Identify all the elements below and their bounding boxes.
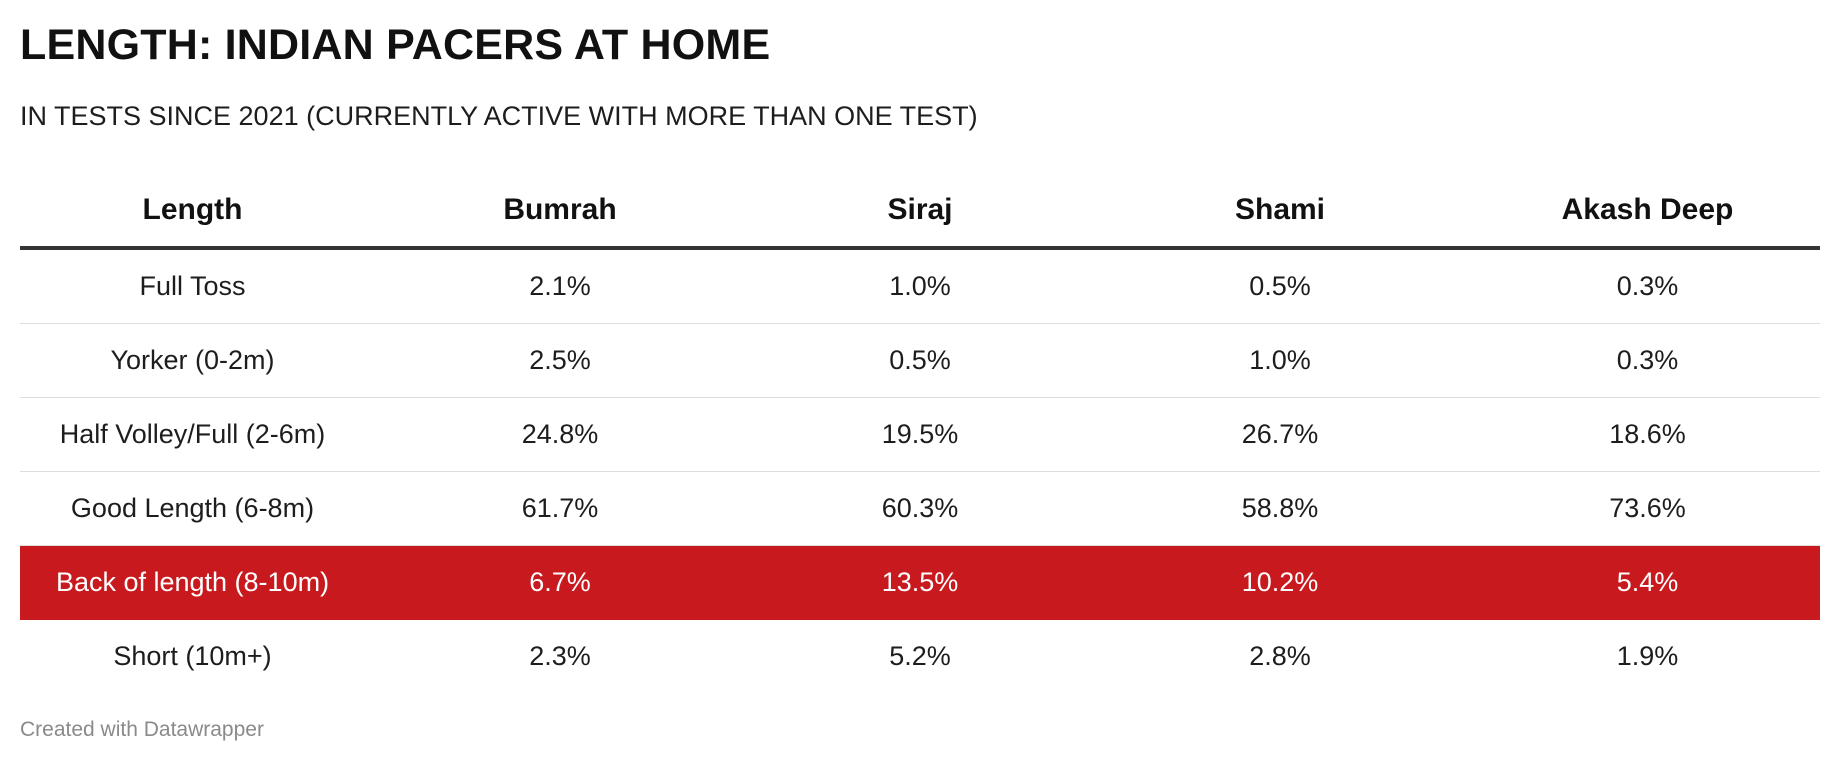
table-cell-bumrah: 2.5% [365, 323, 755, 398]
chart-title: LENGTH: INDIAN PACERS AT HOME [20, 21, 771, 69]
data-table: Length Bumrah Siraj Shami Akash Deep Ful… [20, 174, 1820, 693]
table-cell-siraj: 1.0% [755, 248, 1085, 324]
table-cell-akash-deep: 0.3% [1475, 323, 1820, 398]
table-cell-siraj: 19.5% [755, 397, 1085, 472]
table-cell-akash-deep: 73.6% [1475, 471, 1820, 546]
table-cell-length: Good Length (6-8m) [20, 471, 365, 546]
table-cell-akash-deep: 1.9% [1616, 641, 1679, 671]
table-cell-shami: 10.2% [1085, 545, 1475, 620]
table-cell-akash-deep: 5.4% [1475, 545, 1820, 620]
footer-credit: Created with Datawrapper [20, 718, 264, 741]
column-header-akash-deep: Akash Deep [1475, 174, 1820, 250]
table-cell-bumrah: 2.1% [365, 248, 755, 324]
table-cell-siraj: 60.3% [755, 471, 1085, 546]
table-cell-shami: 2.8% [1249, 641, 1311, 671]
table-row: Full Toss 2.1% 1.0% 0.5% 0.3% [20, 248, 1820, 324]
table-cell-shami: 26.7% [1085, 397, 1475, 472]
table-cell-siraj: 13.5% [755, 545, 1085, 620]
table-cell-bumrah: 24.8% [365, 397, 755, 472]
table-cell-akash-deep: 18.6% [1475, 397, 1820, 472]
column-header-bumrah: Bumrah [365, 174, 755, 250]
table-row: Yorker (0-2m) 2.5% 0.5% 1.0% 0.3% [20, 323, 1820, 398]
table-cell-siraj: 5.2% [889, 641, 951, 671]
table-row-highlighted: Back of length (8-10m) 6.7% 13.5% 10.2% … [20, 545, 1820, 620]
table-cell-shami: 1.0% [1085, 323, 1475, 398]
table-cell-length: Yorker (0-2m) [20, 323, 365, 398]
table-cell-length: Half Volley/Full (2-6m) [20, 397, 365, 472]
column-header-siraj: Siraj [755, 174, 1085, 250]
table-cell-length: Short (10m+) [113, 641, 272, 671]
table-cell-akash-deep: 0.3% [1475, 248, 1820, 324]
table-cell-bumrah: 61.7% [365, 471, 755, 546]
table-cell-length: Full Toss [20, 248, 365, 324]
table-cell-shami: 0.5% [1085, 248, 1475, 324]
table-cell-length: Back of length (8-10m) [20, 545, 365, 620]
table-row: Short (10m+) 2.3% 5.2% 2.8% 1.9% [20, 620, 1820, 694]
table-header-row: Length Bumrah Siraj Shami Akash Deep [20, 174, 1820, 250]
table-cell-shami: 58.8% [1085, 471, 1475, 546]
table-cell-bumrah: 6.7% [365, 545, 755, 620]
chart-container: LENGTH: INDIAN PACERS AT HOME IN TESTS S… [20, 0, 1820, 693]
table-row: Good Length (6-8m) 61.7% 60.3% 58.8% 73.… [20, 471, 1820, 546]
table-body: Full Toss 2.1% 1.0% 0.5% 0.3% Yorker (0-… [20, 248, 1820, 693]
table-cell-siraj: 0.5% [755, 323, 1085, 398]
chart-subtitle: IN TESTS SINCE 2021 (CURRENTLY ACTIVE WI… [20, 101, 978, 131]
column-header-length: Length [20, 174, 365, 250]
table-cell-bumrah: 2.3% [529, 641, 591, 671]
column-header-shami: Shami [1085, 174, 1475, 250]
table-row: Half Volley/Full (2-6m) 24.8% 19.5% 26.7… [20, 397, 1820, 472]
